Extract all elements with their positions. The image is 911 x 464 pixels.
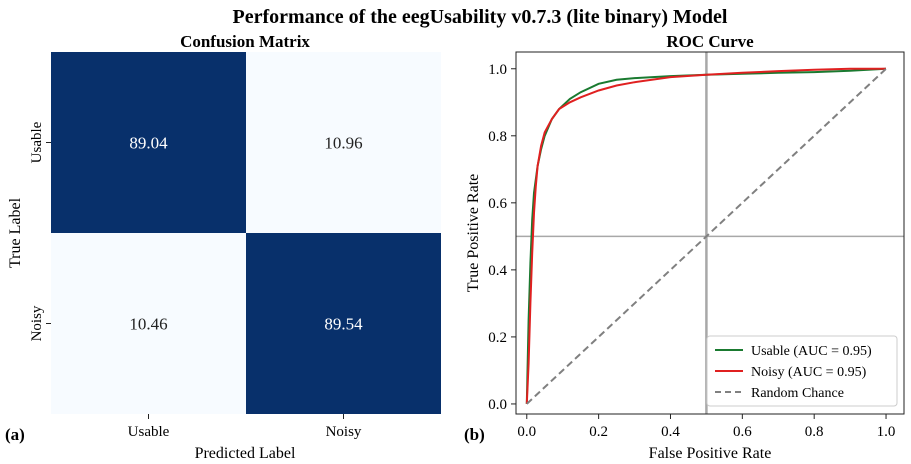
figure-title: Performance of the eegUsability v0.7.3 (… — [233, 6, 728, 28]
y-tick-label: Usable — [29, 121, 45, 163]
confusion-cell-value: 10.96 — [324, 134, 362, 153]
confusion-cell — [246, 233, 441, 414]
x-tick-label: 0.6 — [733, 424, 752, 440]
y-tick-label: Noisy — [29, 305, 45, 341]
y-tick-label: 0.0 — [488, 397, 507, 413]
series-line-1 — [525, 67, 886, 404]
roc-legend: Usable (AUC = 0.95) Noisy (AUC = 0.95) Ran… — [706, 335, 898, 407]
confusion-matrix-xlabel: Predicted Label — [195, 445, 296, 462]
y-tick-label: 1.0 — [488, 62, 507, 78]
roc-title: ROC Curve — [666, 32, 754, 51]
y-tick-label: 0.6 — [488, 196, 507, 212]
confusion-matrix-panel: Confusion Matrix 89.04 10.96 10.46 89.54 Us… — [5, 32, 441, 462]
roc-ticks: 0.0 0.2 0.4 0.6 0.8 1.0 0.0 0.2 0.4 0.6 0.8 1.0 — [488, 62, 895, 440]
confusion-cell — [51, 233, 246, 414]
confusion-matrix-ticks: Usable Noisy Usable Noisy — [29, 121, 362, 440]
roc-xlabel: False Positive Rate — [649, 445, 772, 462]
x-tick-label: Noisy — [326, 424, 362, 440]
y-tick-label: 0.8 — [488, 129, 507, 145]
legend-label: Noisy (AUC = 0.95) — [751, 365, 867, 380]
series-line-2 — [526, 68, 887, 405]
y-tick-label: 0.2 — [488, 330, 507, 346]
y-tick-label: 0.4 — [488, 263, 507, 279]
x-tick-label: Usable — [128, 424, 170, 440]
x-tick-label: 0.2 — [589, 424, 608, 440]
x-tick-label: 1.0 — [877, 424, 896, 440]
legend-box — [706, 335, 898, 407]
confusion-matrix-cells: 89.04 10.96 10.46 89.54 — [51, 52, 441, 414]
x-tick-label: 0.8 — [805, 424, 824, 440]
confusion-matrix-title: Confusion Matrix — [180, 32, 310, 51]
roc-panel: ROC Curve 0.0 0.2 0.4 0.6 0.8 1.0 0.0 0.2 0.4 0.6… — [464, 32, 905, 462]
confusion-cell — [51, 52, 246, 233]
x-tick-label: 0.0 — [517, 424, 536, 440]
panel-label-b: (b) — [464, 425, 485, 444]
roc-plot-frame — [515, 51, 905, 415]
confusion-matrix-ylabel: True Label — [7, 197, 24, 268]
confusion-cell-value: 89.04 — [129, 134, 168, 153]
confusion-cell — [246, 52, 441, 233]
roc-reference-lines — [516, 52, 904, 414]
legend-label: Random Chance — [751, 386, 844, 401]
confusion-cell-value: 89.54 — [324, 315, 363, 334]
legend-label: Usable (AUC = 0.95) — [751, 344, 872, 359]
panel-label-a: (a) — [5, 425, 25, 444]
roc-series — [525, 67, 887, 405]
confusion-cell-value: 10.46 — [129, 315, 167, 334]
roc-ylabel: True Positive Rate — [465, 174, 482, 293]
x-tick-label: 0.4 — [661, 424, 680, 440]
series-line-0 — [525, 67, 887, 404]
